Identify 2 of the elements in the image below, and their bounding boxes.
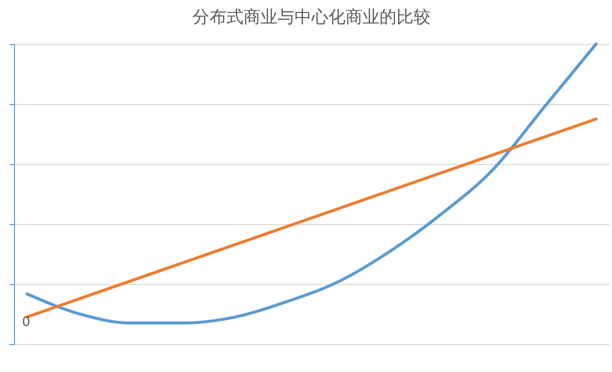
chart-title: 分布式商业与中心化商业的比较 [192, 8, 430, 28]
annotation: 0 [22, 315, 30, 330]
